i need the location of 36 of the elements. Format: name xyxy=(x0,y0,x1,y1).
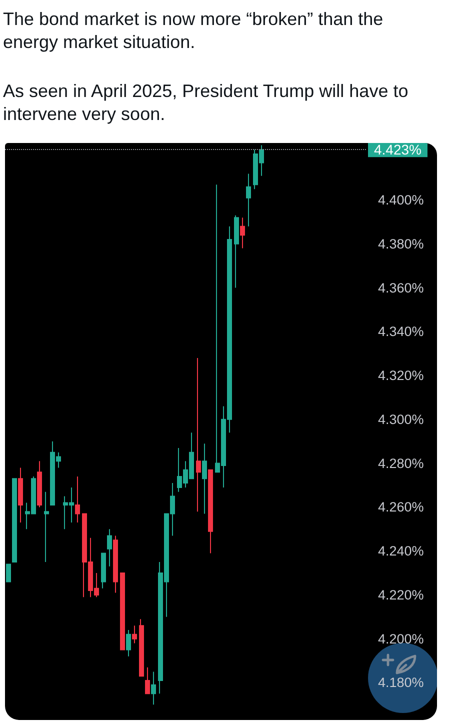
y-tick-label: 4.360% xyxy=(378,280,424,296)
candlestick xyxy=(240,217,245,249)
y-tick-label: 4.280% xyxy=(378,456,424,471)
chart-title: The bond market is now more “broken” than the energy market situation. xyxy=(3,8,384,54)
y-tick-label: 4.400% xyxy=(378,192,424,208)
candlestick xyxy=(120,572,125,650)
candlestick xyxy=(101,552,106,589)
candlestick xyxy=(151,671,156,706)
candlestick xyxy=(132,625,137,644)
y-tick-label: 4.220% xyxy=(378,587,424,602)
candlestick xyxy=(113,535,118,594)
ref-line-label: 4.423% xyxy=(374,142,422,158)
y-tick-label: 4.180% xyxy=(378,675,424,690)
candlestick xyxy=(208,469,213,554)
candlestick xyxy=(139,618,144,677)
candlestick xyxy=(75,476,80,524)
candlestick xyxy=(12,478,17,563)
y-tick-label: 4.340% xyxy=(378,324,424,340)
y-tick-label: 4.320% xyxy=(378,368,424,384)
candlestick xyxy=(196,358,201,512)
candlestick xyxy=(202,443,207,514)
candlestick xyxy=(234,214,239,288)
candlestick xyxy=(145,666,150,694)
candlestick xyxy=(18,467,23,524)
candlestick xyxy=(6,564,11,582)
y-tick-label: 4.260% xyxy=(378,500,424,515)
candlestick xyxy=(126,630,131,657)
y-tick-label: 4.300% xyxy=(378,412,424,427)
candlestick xyxy=(107,528,112,567)
y-tick-label: 4.200% xyxy=(378,631,424,646)
candlestick xyxy=(44,491,49,563)
y-tick-label: 4.380% xyxy=(378,236,424,252)
y-tick-label: 4.240% xyxy=(378,544,424,559)
candlestick xyxy=(37,460,42,508)
chart-subtitle: As seen in April 2025, President Trump will have to intervene very soon. xyxy=(3,80,410,126)
candlestick xyxy=(246,173,251,227)
